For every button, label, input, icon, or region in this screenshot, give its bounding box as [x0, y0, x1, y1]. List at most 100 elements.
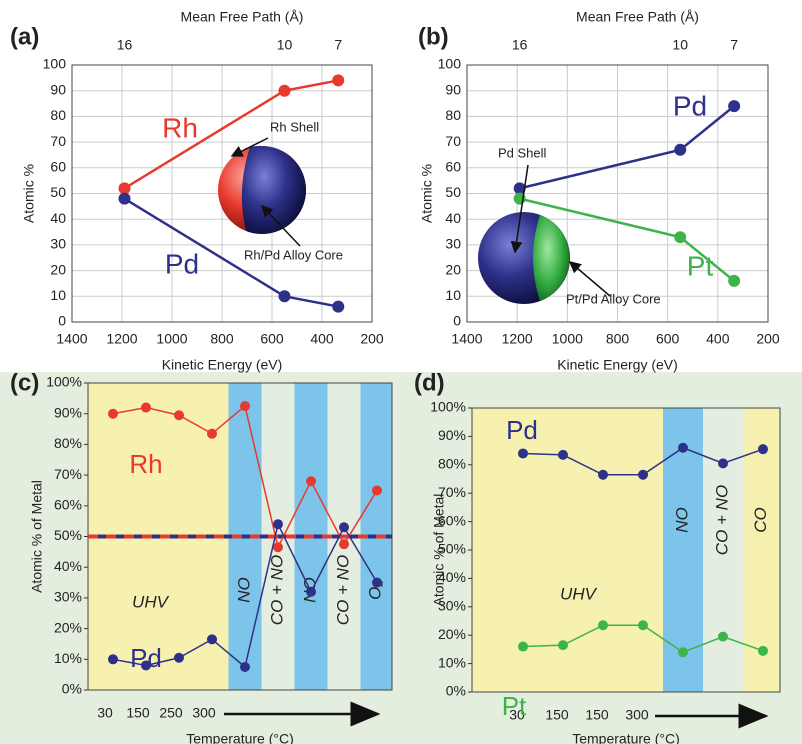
region-label: CO + NO	[333, 555, 352, 625]
y-tick-label: 20%	[54, 619, 82, 635]
y-tick-label: 0	[453, 313, 461, 329]
series-label: Pd	[130, 643, 162, 673]
x2-tick-label: 10	[277, 37, 293, 53]
point	[638, 470, 648, 480]
panel-label: (a)	[10, 23, 39, 50]
point	[174, 653, 184, 663]
y-tick-label: 100	[43, 56, 67, 72]
point	[332, 74, 344, 86]
region-label: CO	[751, 507, 770, 533]
series-label: Pt	[502, 691, 527, 721]
y-tick-label: 80%	[438, 456, 466, 472]
y-tick-label: 10%	[438, 654, 466, 670]
point	[518, 642, 528, 652]
y-tick-label: 40	[50, 210, 66, 226]
x-tick-label: 800	[210, 331, 234, 347]
region-label: NO	[234, 577, 253, 603]
point	[306, 587, 316, 597]
x2-tick-label: 7	[730, 37, 738, 53]
y-tick-label: 80	[50, 107, 66, 123]
y-tick-label: 30	[445, 236, 461, 252]
x-tick-label: 200	[360, 331, 384, 347]
point	[141, 403, 151, 413]
y-tick-label: 90%	[438, 427, 466, 443]
annotation: Pt/Pd Alloy Core	[566, 291, 661, 306]
y-tick-label: 40	[445, 210, 461, 226]
x-tick-label: 300	[625, 707, 649, 723]
x-tick-label: 1400	[56, 331, 87, 347]
y-tick-label: 0%	[62, 681, 82, 697]
point	[306, 476, 316, 486]
y-tick-label: 50%	[54, 527, 82, 543]
region-label: UHV	[560, 584, 598, 603]
figure: (a) 0 10 20 30 40 50 60 70 80 90 100 1400 1200 1000 800…	[0, 0, 802, 744]
annotation: Rh Shell	[270, 119, 319, 134]
y-tick-label: 30%	[54, 589, 82, 605]
point	[718, 632, 728, 642]
x-tick-label: 800	[606, 331, 630, 347]
point	[678, 443, 688, 453]
y-tick-label: 70	[445, 133, 461, 149]
y-tick-label: 10%	[54, 650, 82, 666]
x-axis-label: Temperature (°C)	[572, 731, 680, 744]
point	[728, 100, 740, 112]
y-tick-label: 60	[50, 159, 66, 175]
point	[674, 144, 686, 156]
sphere-a: Rh Shell Rh/Pd Alloy Core	[218, 119, 343, 262]
point	[372, 485, 382, 495]
x-tick-label: 1000	[156, 331, 187, 347]
x-tick-label: 600	[260, 331, 284, 347]
y-tick-label: 100%	[46, 374, 82, 390]
point	[279, 85, 291, 97]
point	[332, 301, 344, 313]
y-axis-label: Atomic %	[21, 164, 37, 223]
x-tick-label: 600	[656, 331, 680, 347]
x-tick-label: 1200	[106, 331, 137, 347]
y-tick-label: 50	[445, 184, 461, 200]
y-tick-label: 90%	[54, 404, 82, 420]
point	[758, 646, 768, 656]
region-label: NO	[672, 507, 691, 533]
y-tick-label: 70	[50, 133, 66, 149]
y-tick-label: 0%	[446, 683, 466, 699]
y-tick-label: 100%	[430, 399, 466, 415]
point	[240, 401, 250, 411]
x-tick-label: 250	[159, 705, 183, 721]
point	[718, 458, 728, 468]
point	[174, 410, 184, 420]
y-axis-label: Atomic %	[419, 164, 435, 223]
point	[558, 450, 568, 460]
point	[728, 275, 740, 287]
point	[207, 429, 217, 439]
point	[207, 634, 217, 644]
annotation: Pd Shell	[498, 145, 547, 160]
point	[558, 640, 568, 650]
y-tick-label: 20	[445, 261, 461, 277]
y-tick-label: 90	[445, 81, 461, 97]
y-tick-label: 80%	[54, 435, 82, 451]
x-tick-label: 200	[756, 331, 780, 347]
x2-axis-label: Mean Free Path (Å)	[181, 9, 304, 25]
panel-label: (c)	[10, 369, 39, 396]
x-tick-label: 30	[97, 705, 113, 721]
x2-tick-label: 10	[672, 37, 688, 53]
point	[518, 448, 528, 458]
x2-tick-label: 16	[117, 37, 133, 53]
point	[119, 182, 131, 194]
x-tick-label: 150	[585, 707, 609, 723]
x-tick-label: 1400	[451, 331, 482, 347]
y-axis-label: Atomic % of Metal	[431, 494, 447, 607]
annotation: Rh/Pd Alloy Core	[244, 247, 343, 262]
series-label: Pd	[165, 248, 199, 279]
point	[273, 542, 283, 552]
point	[674, 231, 686, 243]
region-label: CO + NO	[712, 485, 731, 555]
x-tick-label: 400	[706, 331, 730, 347]
y-axis-label: Atomic % of Metal	[29, 480, 45, 593]
x-tick-label: 300	[192, 705, 216, 721]
x-axis-label: Temperature (°C)	[186, 731, 294, 744]
region	[472, 408, 663, 692]
x-tick-label: 1000	[552, 331, 583, 347]
series-label: Pd	[506, 415, 538, 445]
y-tick-label: 30	[50, 236, 66, 252]
